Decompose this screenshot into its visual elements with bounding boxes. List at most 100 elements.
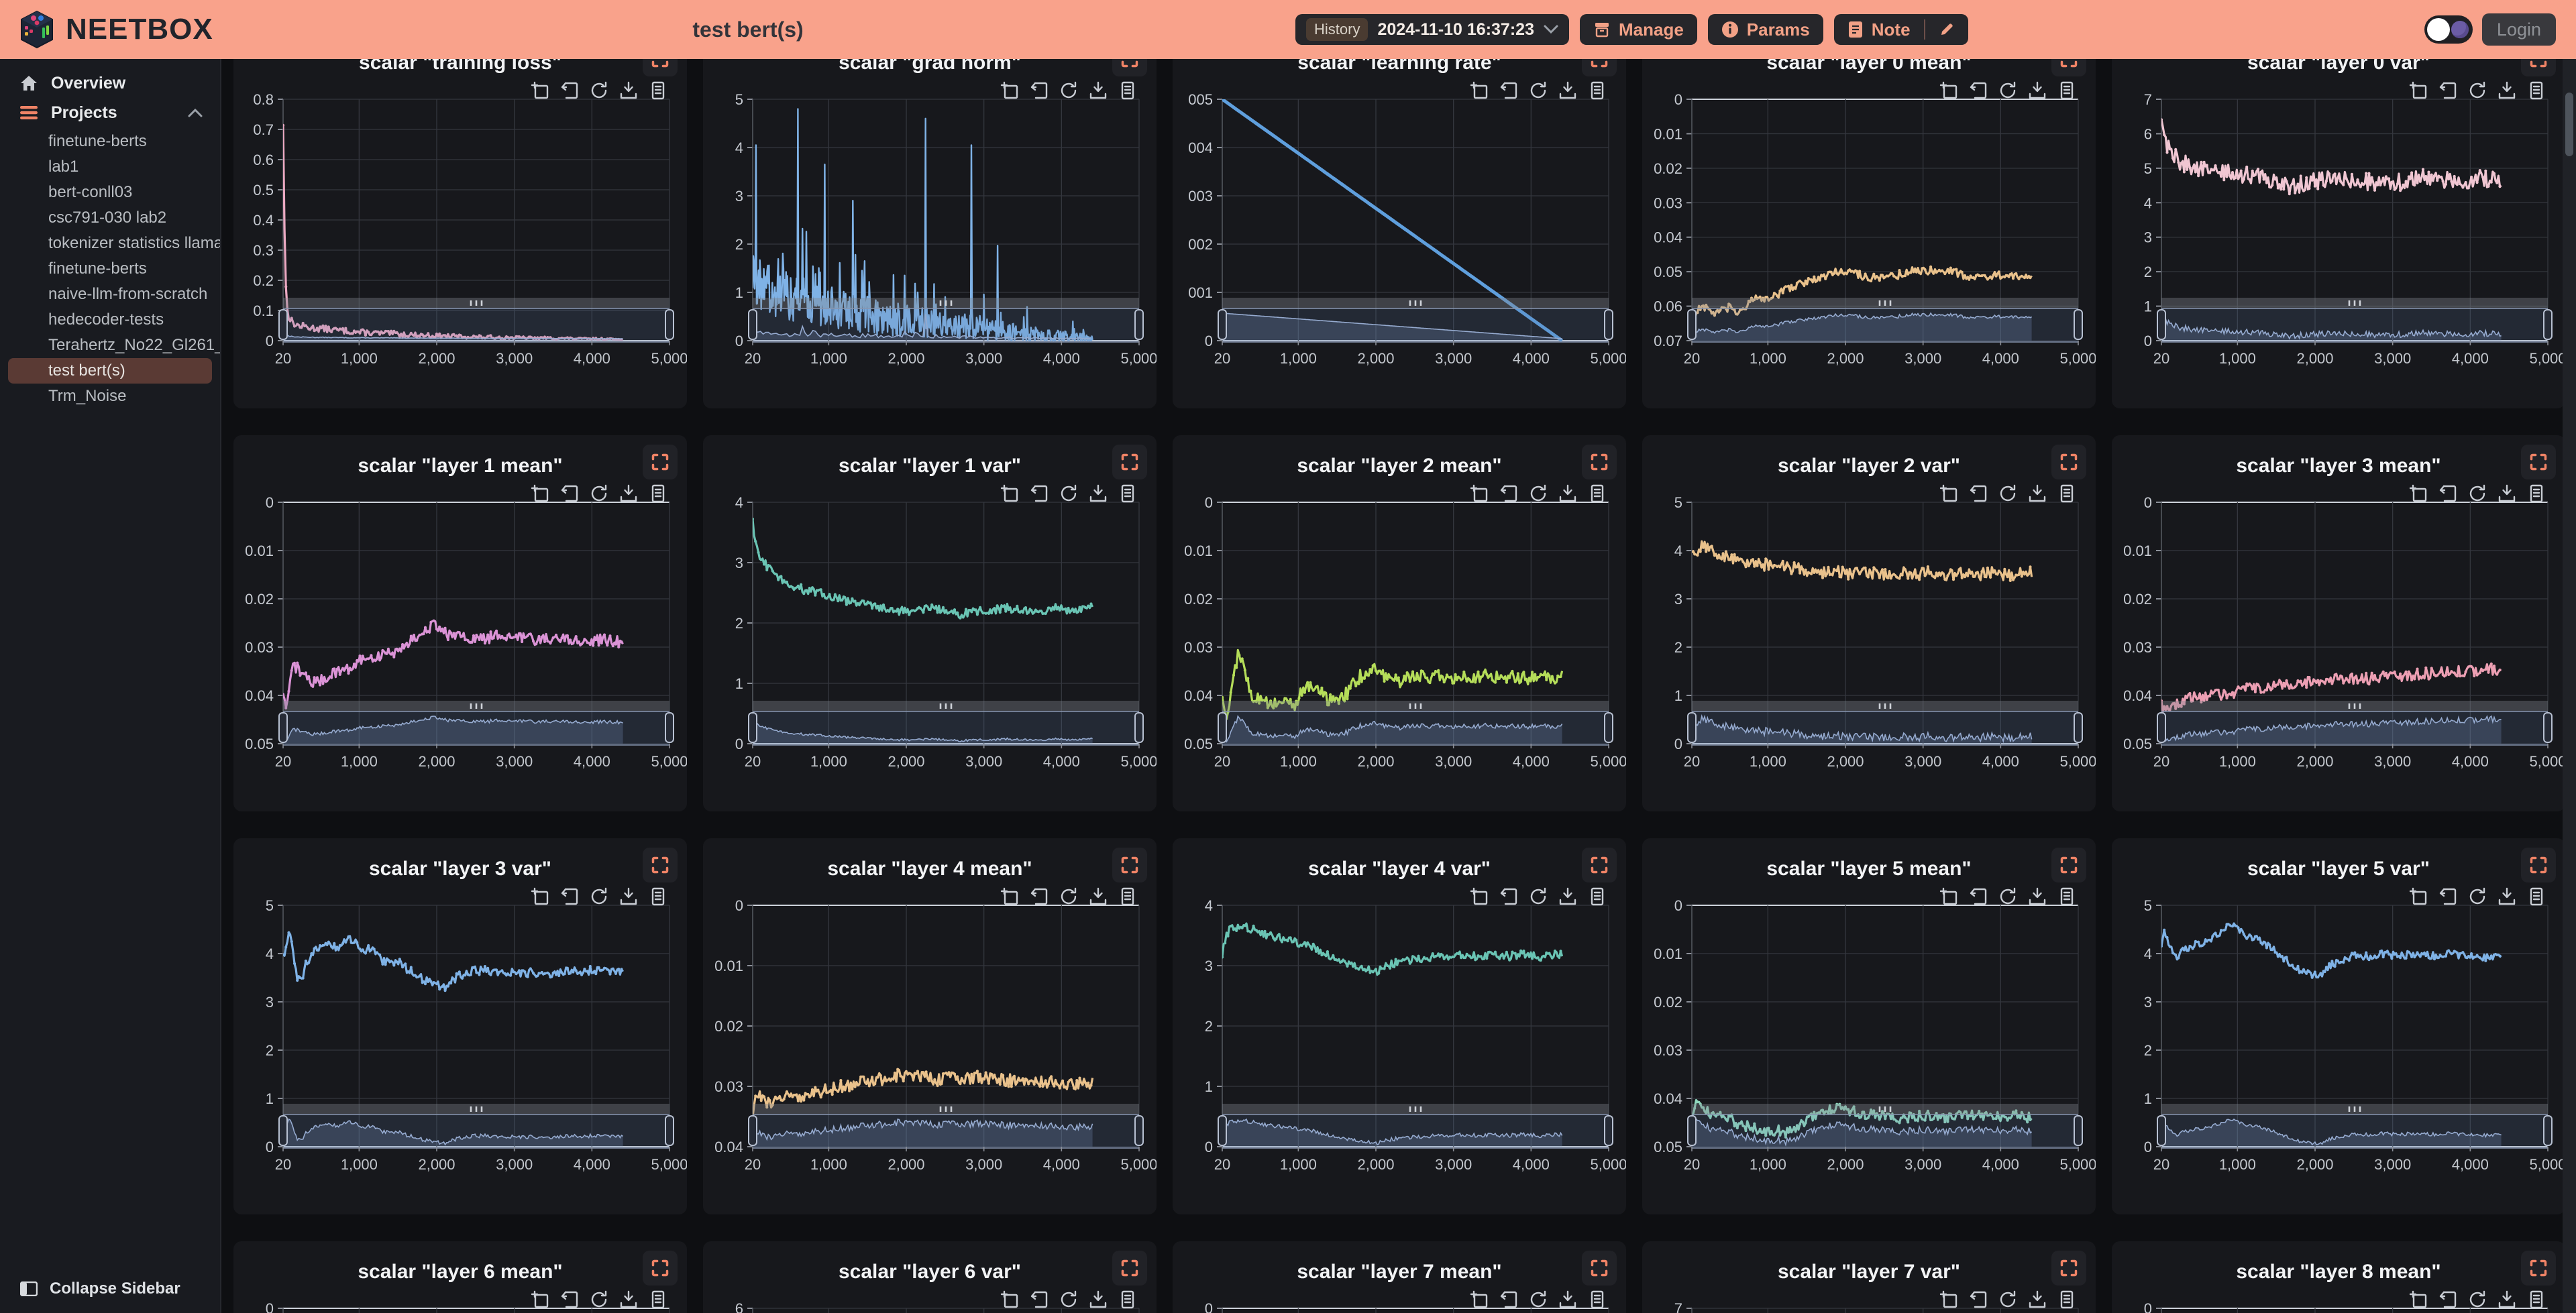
datazoom-slider[interactable] xyxy=(1687,711,2083,746)
datazoom-right-handle[interactable] xyxy=(1134,309,1144,340)
page-scrollbar[interactable] xyxy=(2563,59,2576,1313)
datazoom-grip[interactable] xyxy=(2161,701,2548,711)
datazoom-right-handle[interactable] xyxy=(1604,712,1613,743)
fullscreen-button[interactable] xyxy=(1112,1251,1147,1286)
zoom-reset-icon[interactable] xyxy=(1029,887,1049,907)
zoom-reset-icon[interactable] xyxy=(1499,887,1519,907)
datazoom-grip[interactable] xyxy=(1222,298,1609,308)
zoom-select-icon[interactable] xyxy=(1939,887,1959,907)
datazoom-grip[interactable] xyxy=(1692,701,2078,711)
data-view-icon[interactable] xyxy=(2526,887,2546,907)
zoom-reset-icon[interactable] xyxy=(559,1290,580,1310)
data-view-icon[interactable] xyxy=(648,1290,668,1310)
sidebar-project-item[interactable]: naive-llm-from-scratch xyxy=(48,285,208,303)
datazoom-slider[interactable] xyxy=(1218,711,1613,746)
zoom-select-icon[interactable] xyxy=(530,80,550,101)
fullscreen-button[interactable] xyxy=(1112,59,1147,76)
datazoom-grip[interactable] xyxy=(1222,701,1609,711)
restore-icon[interactable] xyxy=(589,80,609,101)
sidebar-project-item[interactable]: Terahertz_No22_Gl261_gl... xyxy=(48,336,220,354)
fullscreen-button[interactable] xyxy=(2521,59,2556,76)
datazoom-grip[interactable] xyxy=(1692,1104,2078,1115)
page-scrollbar-thumb[interactable] xyxy=(2565,93,2573,156)
restore-icon[interactable] xyxy=(1998,80,2018,101)
zoom-reset-icon[interactable] xyxy=(1029,483,1049,504)
fullscreen-button[interactable] xyxy=(2521,1251,2556,1286)
fullscreen-button[interactable] xyxy=(643,848,678,882)
datazoom-left-handle[interactable] xyxy=(2157,1115,2166,1146)
download-icon[interactable] xyxy=(619,483,639,504)
restore-icon[interactable] xyxy=(2467,1290,2487,1310)
fullscreen-button[interactable] xyxy=(2521,445,2556,479)
restore-icon[interactable] xyxy=(1998,887,2018,907)
data-view-icon[interactable] xyxy=(1587,887,1607,907)
zoom-reset-icon[interactable] xyxy=(1968,80,1988,101)
fullscreen-button[interactable] xyxy=(2051,1251,2086,1286)
zoom-reset-icon[interactable] xyxy=(1968,1290,1988,1310)
zoom-select-icon[interactable] xyxy=(530,1290,550,1310)
zoom-reset-icon[interactable] xyxy=(1029,80,1049,101)
data-view-icon[interactable] xyxy=(1587,80,1607,101)
login-button[interactable]: Login xyxy=(2481,13,2556,46)
restore-icon[interactable] xyxy=(1528,1290,1548,1310)
restore-icon[interactable] xyxy=(2467,887,2487,907)
data-view-icon[interactable] xyxy=(2057,1290,2077,1310)
datazoom-slider[interactable] xyxy=(1687,308,2083,343)
zoom-select-icon[interactable] xyxy=(1000,483,1020,504)
download-icon[interactable] xyxy=(1088,887,1108,907)
datazoom-left-handle[interactable] xyxy=(2157,712,2166,743)
fullscreen-button[interactable] xyxy=(2051,445,2086,479)
restore-icon[interactable] xyxy=(1059,80,1079,101)
zoom-select-icon[interactable] xyxy=(2408,1290,2428,1310)
data-view-icon[interactable] xyxy=(1118,483,1138,504)
restore-icon[interactable] xyxy=(589,483,609,504)
data-view-icon[interactable] xyxy=(648,887,668,907)
download-icon[interactable] xyxy=(2497,1290,2517,1310)
data-view-icon[interactable] xyxy=(2526,483,2546,504)
restore-icon[interactable] xyxy=(1528,887,1548,907)
data-view-icon[interactable] xyxy=(2526,80,2546,101)
download-icon[interactable] xyxy=(2497,887,2517,907)
data-view-icon[interactable] xyxy=(2057,887,2077,907)
data-view-icon[interactable] xyxy=(1587,1290,1607,1310)
datazoom-slider[interactable] xyxy=(2157,711,2553,746)
download-icon[interactable] xyxy=(2027,80,2047,101)
datazoom-grip[interactable] xyxy=(2161,1104,2548,1115)
datazoom-right-handle[interactable] xyxy=(2074,1115,2083,1146)
history-dropdown[interactable]: History 2024-11-10 16:37:23 xyxy=(1295,14,1569,45)
data-view-icon[interactable] xyxy=(648,483,668,504)
datazoom-left-handle[interactable] xyxy=(1218,309,1227,340)
zoom-reset-icon[interactable] xyxy=(559,483,580,504)
download-icon[interactable] xyxy=(1558,483,1578,504)
zoom-reset-icon[interactable] xyxy=(559,887,580,907)
fullscreen-button[interactable] xyxy=(1112,445,1147,479)
download-icon[interactable] xyxy=(1088,483,1108,504)
fullscreen-button[interactable] xyxy=(643,59,678,76)
download-icon[interactable] xyxy=(619,80,639,101)
datazoom-slider[interactable] xyxy=(1218,308,1613,343)
sidebar-project-item[interactable]: finetune-berts xyxy=(48,132,147,150)
data-view-icon[interactable] xyxy=(2057,483,2077,504)
data-view-icon[interactable] xyxy=(648,80,668,101)
data-view-icon[interactable] xyxy=(2526,1290,2546,1310)
download-icon[interactable] xyxy=(619,887,639,907)
datazoom-left-handle[interactable] xyxy=(2157,309,2166,340)
sidebar-project-item[interactable]: tokenizer statistics llama... xyxy=(48,234,220,252)
collapse-sidebar-button[interactable]: Collapse Sidebar xyxy=(20,1279,180,1298)
datazoom-slider[interactable] xyxy=(278,1114,674,1149)
datazoom-left-handle[interactable] xyxy=(278,712,288,743)
zoom-select-icon[interactable] xyxy=(1469,1290,1489,1310)
zoom-select-icon[interactable] xyxy=(2408,80,2428,101)
restore-icon[interactable] xyxy=(1998,1290,2018,1310)
datazoom-slider[interactable] xyxy=(2157,308,2553,343)
zoom-reset-icon[interactable] xyxy=(559,80,580,101)
sidebar-project-item[interactable]: hedecoder-tests xyxy=(48,310,164,329)
download-icon[interactable] xyxy=(1088,80,1108,101)
zoom-reset-icon[interactable] xyxy=(2438,80,2458,101)
datazoom-left-handle[interactable] xyxy=(1218,712,1227,743)
datazoom-left-handle[interactable] xyxy=(748,1115,757,1146)
fullscreen-button[interactable] xyxy=(2051,59,2086,76)
restore-icon[interactable] xyxy=(1528,483,1548,504)
zoom-reset-icon[interactable] xyxy=(1499,80,1519,101)
data-view-icon[interactable] xyxy=(1118,80,1138,101)
